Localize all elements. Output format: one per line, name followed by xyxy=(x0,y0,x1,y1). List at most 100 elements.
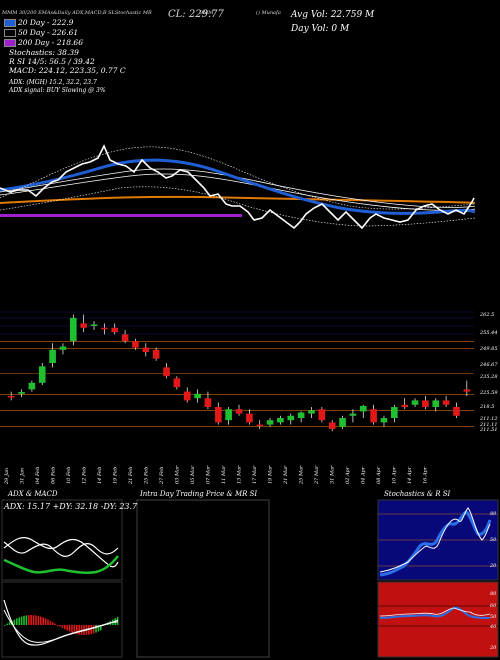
legend-label: 50 Day - 226.61 xyxy=(18,28,79,37)
stoch-k-line xyxy=(379,510,492,577)
candle-body xyxy=(391,407,398,418)
ema50-line-2 xyxy=(0,168,476,208)
date-tick-label: 21 Feb xyxy=(128,467,134,485)
price-tick-label: 246.67 xyxy=(479,362,498,368)
candle-body xyxy=(442,400,450,405)
candle-body xyxy=(163,367,170,377)
macd-bar xyxy=(8,622,11,625)
macd-bar xyxy=(80,625,83,635)
rsi-line-white xyxy=(379,607,491,617)
candle-body xyxy=(152,349,160,359)
date-tick-label: 27 Feb xyxy=(159,467,165,485)
rsi-readout: R SI 14/5: 56.5 / 39.42 xyxy=(9,57,95,66)
date-tick-label: 27 Mar xyxy=(314,465,320,485)
intraday-title: Intra Day Trading Price & MR SI xyxy=(140,490,258,498)
candle-body xyxy=(411,400,419,405)
rsi-tick: 60 xyxy=(490,603,497,609)
ema200-line xyxy=(0,195,476,204)
legend-swatch-ema20 xyxy=(4,19,16,27)
adx-line-green xyxy=(3,555,119,575)
date-tick-label: 25 Mar xyxy=(299,465,305,485)
legend-ema200: 200 Day - 218.66 xyxy=(4,38,83,47)
date-tick-label: 07 Mar xyxy=(206,465,212,484)
macd-bar xyxy=(44,618,47,625)
candle-body xyxy=(287,415,295,421)
macd-bar xyxy=(25,615,28,625)
macd-bar xyxy=(18,617,20,625)
candle-body xyxy=(266,420,274,425)
header-line: MMM 30/200 EMAs&Daily ADX,MACD,B SLStoch… xyxy=(2,10,152,16)
date-tick-label: 04 Apr xyxy=(361,466,367,484)
macd-bar xyxy=(78,625,80,635)
candle-panel: 262.5 255.44 249.85 246.67 235.28 225.59 218.5… xyxy=(0,311,498,485)
candle-body xyxy=(90,324,98,326)
date-tick-label: 12 Feb xyxy=(82,467,88,484)
date-tick-label: 06 Feb xyxy=(51,467,57,484)
macd-bar xyxy=(76,625,78,635)
date-tick-label: 16 Apr xyxy=(423,466,429,484)
legend-ema50: 50 Day - 226.61 xyxy=(4,28,78,37)
macd-bar xyxy=(49,620,52,625)
adx-values: ADX: 15.17 +DY: 32.18 -DY: 23.7 xyxy=(4,502,138,511)
ticker-label: 3MM xyxy=(200,10,214,16)
price-tick-label: 249.85 xyxy=(479,346,498,352)
stoch-tick: 20 xyxy=(490,563,497,569)
legend-ema20: 20 Day - 222.9 xyxy=(4,18,73,27)
intraday-frame xyxy=(136,499,270,658)
macd-bar xyxy=(47,619,49,625)
day-volume: Day Vol: 0 M xyxy=(291,24,350,34)
adx-signal: ADX signal: BUY Slowing @ 3% xyxy=(9,87,106,94)
adx-line-white xyxy=(3,541,119,557)
macd-readout: MACD: 224.12, 223.35, 0.77 C xyxy=(9,66,126,75)
stoch-rsi-panel xyxy=(377,499,499,658)
date-tick-label: 25 Feb xyxy=(144,467,150,485)
candle-body xyxy=(297,412,305,418)
candle-body xyxy=(194,393,201,399)
adx-macd-title: ADX & MACD xyxy=(8,490,58,498)
date-tick-label: 10 Apr xyxy=(392,466,398,484)
ema20-line xyxy=(0,158,476,215)
macd-bar xyxy=(32,615,35,625)
candle-body xyxy=(401,404,409,407)
date-tick-label: 31 Jan xyxy=(20,468,26,484)
macd-bar xyxy=(35,615,37,625)
candle-body xyxy=(453,407,460,416)
macd-bar xyxy=(66,625,68,631)
candle-body xyxy=(359,405,367,412)
stochastics-readout: Stochastics: 38.39 xyxy=(9,48,79,57)
candle-body xyxy=(183,391,191,401)
stoch-rsi-title: Stochastics & R SI xyxy=(384,490,451,498)
date-tick-label: 11 Mar xyxy=(221,465,227,484)
candle-body xyxy=(28,382,36,390)
candle-body xyxy=(59,346,67,350)
macd-bar xyxy=(68,625,71,632)
candle-body xyxy=(380,418,388,423)
macd-bar xyxy=(16,618,18,625)
candle-body xyxy=(328,422,336,429)
price-tick-label: 235.28 xyxy=(479,374,498,380)
munafa-label: () Munafa xyxy=(256,10,281,16)
rsi-tick: 20 xyxy=(490,645,497,651)
date-tick-label: 29 Jan xyxy=(4,468,10,485)
candle-body xyxy=(463,389,471,392)
candle-body xyxy=(173,378,181,388)
candle-body xyxy=(432,400,440,407)
legend-label: 20 Day - 222.9 xyxy=(18,18,74,27)
macd-bar xyxy=(97,625,100,632)
stoch-tick: 50 xyxy=(490,537,497,543)
macd-bar xyxy=(100,625,102,631)
date-tick-label: 31 Mar xyxy=(330,465,336,484)
macd-bar xyxy=(92,625,95,634)
macd-bar xyxy=(30,615,32,625)
date-tick-label: 19 Feb xyxy=(113,467,119,484)
price-line xyxy=(0,144,475,230)
candle-body xyxy=(69,317,77,341)
candle-body xyxy=(7,396,15,398)
adx-readout: ADX: (MGH) 15.2, 32.2, 23.7 xyxy=(9,79,97,86)
legend-label: 200 Day - 218.66 xyxy=(18,38,83,47)
candle-body xyxy=(18,392,25,394)
candle-body xyxy=(204,398,212,407)
macd-bar xyxy=(56,625,59,626)
bb-lower xyxy=(0,186,476,227)
